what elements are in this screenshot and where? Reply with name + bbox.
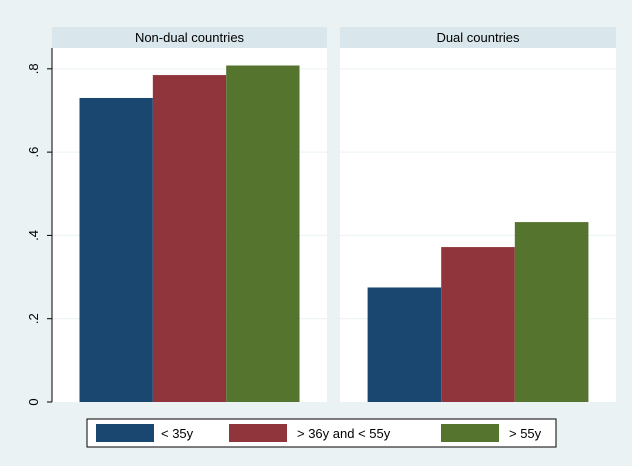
legend-swatch bbox=[96, 424, 154, 442]
legend-label: > 55y bbox=[509, 426, 542, 441]
y-tick-label: .6 bbox=[26, 147, 41, 158]
legend-swatch bbox=[441, 424, 499, 442]
legend-swatch bbox=[229, 424, 287, 442]
panel-title: Non-dual countries bbox=[135, 30, 245, 45]
bar-2 bbox=[441, 247, 515, 402]
y-tick-label: 0 bbox=[26, 398, 41, 405]
legend-label: > 36y and < 55y bbox=[297, 426, 391, 441]
panel-header bbox=[52, 27, 327, 48]
y-axis: 0 .2 .4 .6 .8 bbox=[26, 48, 53, 406]
chart-panels: Non-dual countries Dual countries bbox=[52, 27, 616, 403]
bar-1 bbox=[79, 97, 153, 402]
bar-3 bbox=[514, 222, 589, 402]
y-tick-label: .8 bbox=[26, 63, 41, 74]
panel-2: Dual countries bbox=[340, 27, 616, 402]
bar-3 bbox=[226, 65, 300, 403]
panel-header bbox=[340, 27, 616, 48]
y-tick-label: .4 bbox=[26, 230, 41, 241]
panel-title: Dual countries bbox=[436, 30, 520, 45]
chart-legend: < 35y > 36y and < 55y > 55y bbox=[86, 418, 557, 448]
legend-label: < 35y bbox=[161, 426, 194, 441]
bar-1 bbox=[367, 287, 442, 402]
bar-2 bbox=[152, 75, 227, 402]
panel-1: Non-dual countries bbox=[52, 27, 327, 403]
y-tick-label: .2 bbox=[26, 313, 41, 324]
